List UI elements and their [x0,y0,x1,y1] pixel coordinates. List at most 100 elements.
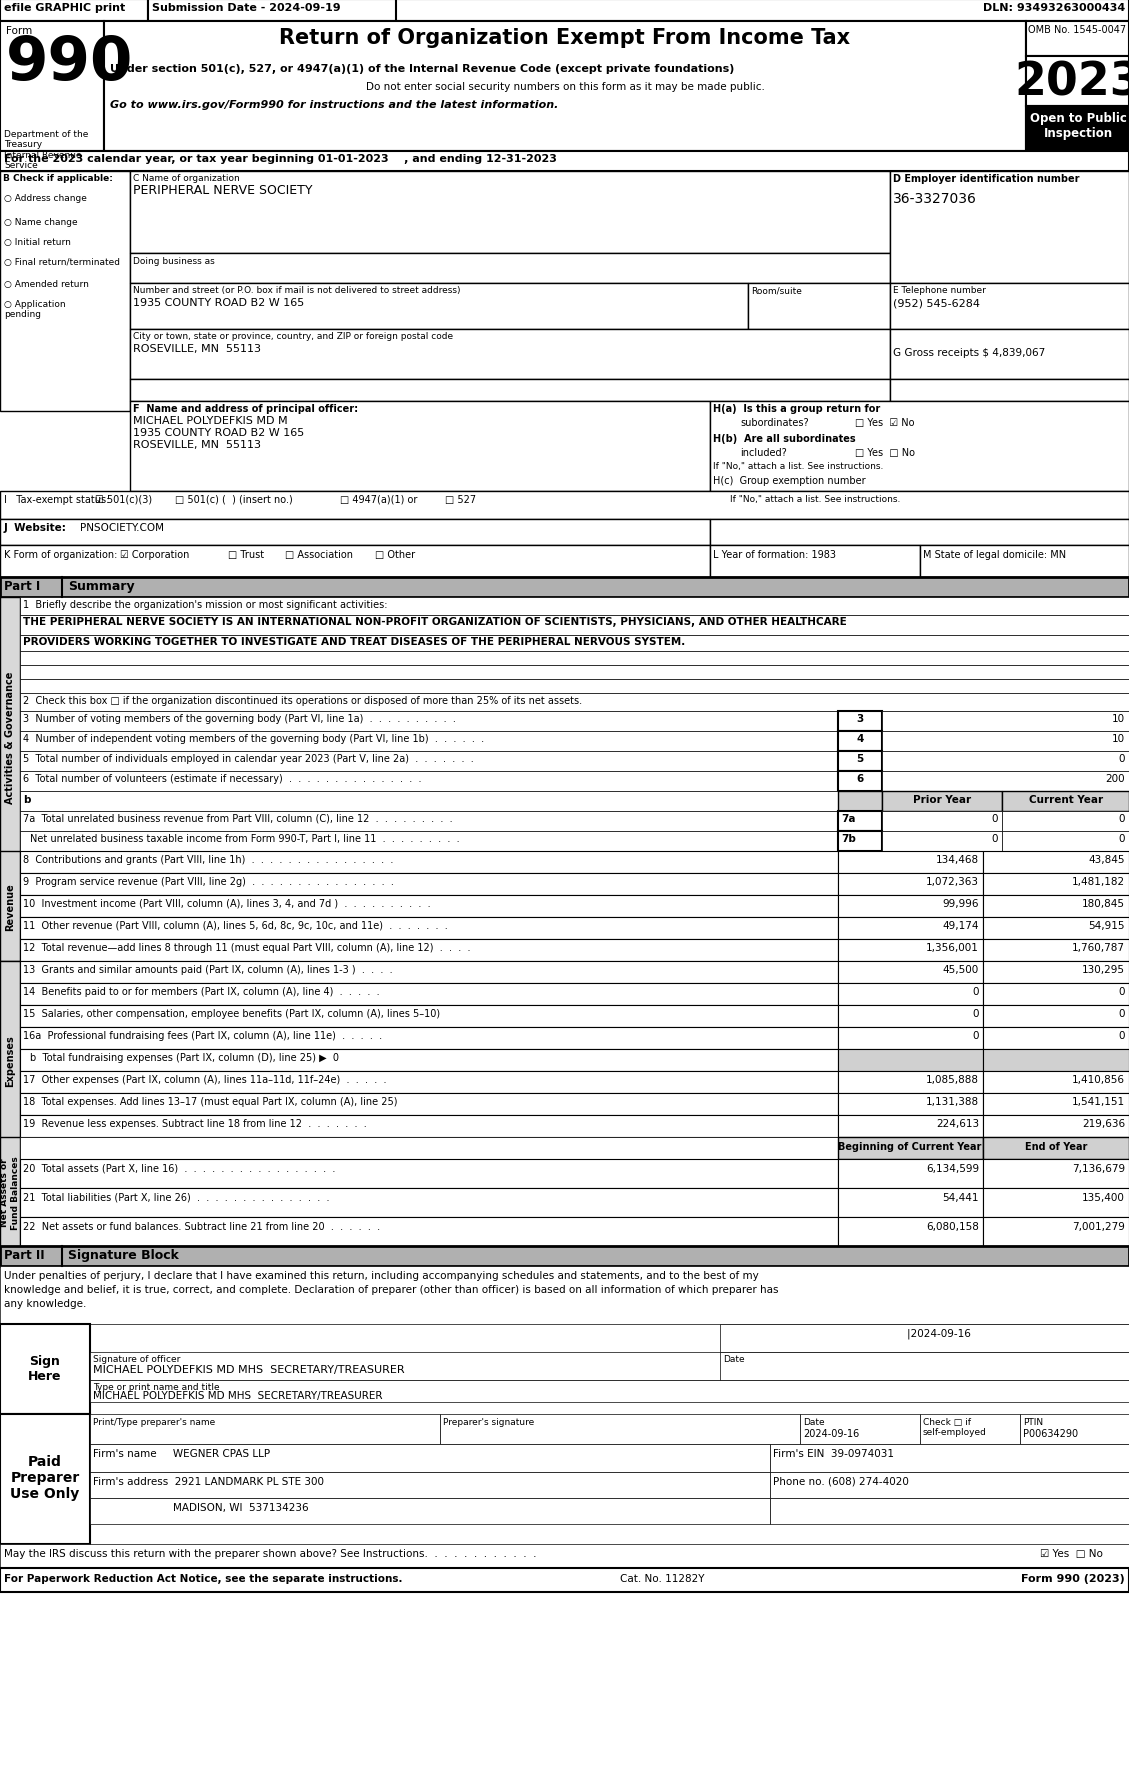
Bar [20,652,1129,666]
Text: ☑ Yes  □ No: ☑ Yes □ No [1040,1549,1103,1557]
Text: Under section 501(c), 527, or 4947(a)(1) of the Internal Revenue Code (except pr: Under section 501(c), 527, or 4947(a)(1)… [110,64,734,75]
Bar [0,520,710,545]
Text: L Year of formation: 1983: L Year of formation: 1983 [714,549,835,560]
Text: Current Year: Current Year [1029,795,1103,804]
Text: 10  Investment income (Part VIII, column (A), lines 3, 4, and 7d )  .  .  .  .  : 10 Investment income (Part VIII, column … [23,898,430,909]
Text: 17  Other expenses (Part IX, column (A), lines 11a–11d, 11f–24e)  .  .  .  .  .: 17 Other expenses (Part IX, column (A), … [23,1075,386,1085]
Text: ROSEVILLE, MN  55113: ROSEVILLE, MN 55113 [133,344,261,355]
Text: Form: Form [6,27,33,36]
Text: included?: included? [739,447,787,458]
Text: □ Association: □ Association [285,549,353,560]
Bar [0,1324,90,1415]
Bar [0,1568,1129,1591]
Bar [983,1137,1129,1160]
Text: ROSEVILLE, MN  55113: ROSEVILLE, MN 55113 [133,440,261,449]
Bar [20,873,838,896]
Text: DLN: 93493263000434: DLN: 93493263000434 [982,4,1124,12]
Text: b: b [23,795,30,804]
Text: 2023: 2023 [1014,61,1129,105]
Bar [20,711,838,732]
Text: Under penalties of perjury, I declare that I have examined this return, includin: Under penalties of perjury, I declare th… [5,1271,759,1279]
Bar [130,330,890,380]
Text: ○ Amended return: ○ Amended return [5,280,89,289]
Text: Revenue: Revenue [5,882,15,930]
Bar [720,1353,1129,1381]
Text: Number and street (or P.O. box if mail is not delivered to street address): Number and street (or P.O. box if mail i… [133,285,461,294]
Text: Go to www.irs.gov/Form990 for instructions and the latest information.: Go to www.irs.gov/Form990 for instructio… [110,100,559,110]
Text: self-employed: self-employed [924,1427,987,1436]
Bar [838,1028,983,1050]
Text: K Form of organization:: K Form of organization: [5,549,117,560]
Bar [0,1267,1129,1324]
Text: F  Name and address of principal officer:: F Name and address of principal officer: [133,405,358,413]
Text: C Name of organization: C Name of organization [133,175,239,184]
Text: Prior Year: Prior Year [913,795,971,804]
Text: For Paperwork Reduction Act Notice, see the separate instructions.: For Paperwork Reduction Act Notice, see … [5,1574,403,1582]
Text: 1,481,182: 1,481,182 [1071,877,1124,886]
Bar [20,962,838,984]
Text: ○ Address change: ○ Address change [5,194,87,203]
Text: Signature of officer: Signature of officer [93,1354,181,1363]
Text: 990: 990 [6,34,133,93]
Bar [90,1499,770,1524]
Bar [20,918,838,939]
Bar [983,1028,1129,1050]
Text: 7,136,679: 7,136,679 [1071,1164,1124,1173]
Text: 5  Total number of individuals employed in calendar year 2023 (Part V, line 2a) : 5 Total number of individuals employed i… [23,754,474,763]
Bar [1003,811,1129,832]
Text: Firm's address  2921 LANDMARK PL STE 300: Firm's address 2921 LANDMARK PL STE 300 [93,1475,324,1486]
Bar [983,1189,1129,1217]
Text: 0: 0 [991,814,998,823]
Text: □ 527: □ 527 [445,495,476,504]
Text: 10: 10 [1112,734,1124,743]
Text: efile GRAPHIC print: efile GRAPHIC print [5,4,125,12]
Text: 54,441: 54,441 [943,1192,979,1203]
Bar [983,1094,1129,1116]
Bar [838,832,882,852]
Bar [983,1005,1129,1028]
Bar [90,1381,1129,1402]
Bar [882,832,1003,852]
Bar [800,1415,920,1443]
Text: 6,080,158: 6,080,158 [926,1221,979,1231]
Text: MADISON, WI  537134236: MADISON, WI 537134236 [173,1502,308,1513]
Text: D Employer identification number: D Employer identification number [893,175,1079,184]
Text: 20  Total assets (Part X, line 16)  .  .  .  .  .  .  .  .  .  .  .  .  .  .  . : 20 Total assets (Part X, line 16) . . . … [23,1164,335,1173]
Bar [710,401,1129,492]
Text: 13  Grants and similar amounts paid (Part IX, column (A), lines 1-3 )  .  .  .  : 13 Grants and similar amounts paid (Part… [23,964,393,975]
Text: 15  Salaries, other compensation, employee benefits (Part IX, column (A), lines : 15 Salaries, other compensation, employe… [23,1009,440,1019]
Bar [710,545,920,577]
Bar [983,962,1129,984]
Bar [0,1137,20,1247]
Text: ○ Name change: ○ Name change [5,217,78,226]
Bar [838,752,882,772]
Text: 0: 0 [1119,754,1124,763]
Bar [20,1050,838,1071]
Text: 43,845: 43,845 [1088,855,1124,864]
Text: □ Yes  □ No: □ Yes □ No [855,447,914,458]
Text: 0: 0 [1119,834,1124,843]
Text: E Telephone number: E Telephone number [893,285,986,294]
Text: Net unrelated business taxable income from Form 990-T, Part I, line 11  .  .  . : Net unrelated business taxable income fr… [30,834,460,843]
Text: J  Website:: J Website: [5,522,67,533]
Text: 49,174: 49,174 [943,921,979,930]
Bar [148,0,396,21]
Text: 0: 0 [991,834,998,843]
Text: 3: 3 [857,713,864,723]
Text: 0: 0 [1119,1009,1124,1019]
Bar [1026,107,1129,151]
Text: H(c)  Group exemption number: H(c) Group exemption number [714,476,866,486]
Text: G Gross receipts $ 4,839,067: G Gross receipts $ 4,839,067 [893,347,1045,358]
Bar [838,962,983,984]
Bar [104,21,1026,151]
Text: 1,760,787: 1,760,787 [1073,943,1124,952]
Bar [0,171,130,412]
Text: Expenses: Expenses [5,1035,15,1087]
Bar [90,1353,1129,1381]
Text: 1,131,388: 1,131,388 [926,1096,979,1107]
Text: 0: 0 [1119,814,1124,823]
Text: May the IRS discuss this return with the preparer shown above? See Instructions.: May the IRS discuss this return with the… [5,1549,536,1557]
Bar [838,939,983,962]
Bar [20,772,838,791]
Text: □ 501(c) (  ) (insert no.): □ 501(c) ( ) (insert no.) [175,495,292,504]
